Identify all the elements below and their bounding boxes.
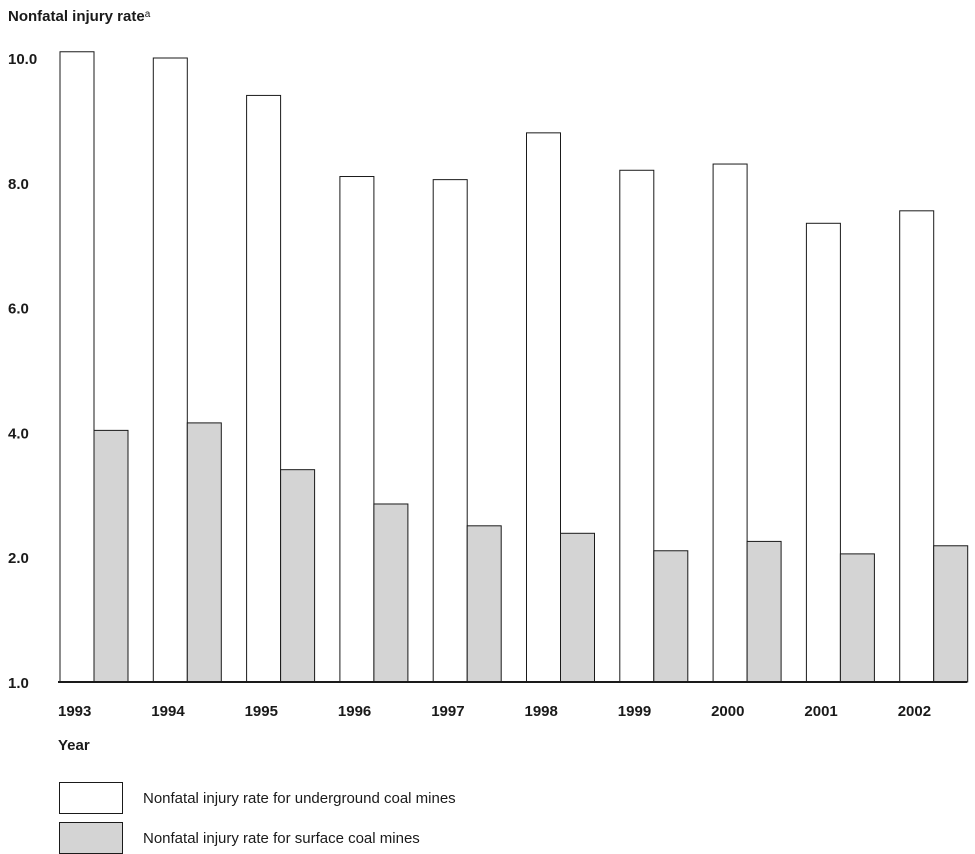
y-axis-title-text: Nonfatal injury rate [8, 8, 145, 25]
bar-underground-2002 [899, 210, 935, 683]
y-tick-label-10.0: 10.0 [8, 51, 37, 68]
bar-surface-1994 [186, 422, 222, 683]
bar-surface-1996 [373, 503, 409, 683]
bar-underground-2000 [712, 163, 748, 683]
y-tick-label-8.0: 8.0 [8, 176, 29, 193]
y-tick-label-4.0: 4.0 [8, 425, 29, 442]
x-tick-label-2000: 2000 [711, 703, 744, 720]
bar-surface-2001 [839, 553, 875, 683]
x-tick-label-1996: 1996 [338, 703, 371, 720]
legend-item-underground: Nonfatal injury rate for underground coa… [59, 782, 659, 814]
legend-label-surface: Nonfatal injury rate for surface coal mi… [143, 830, 420, 847]
bar-surface-1993 [93, 429, 129, 683]
bar-underground-1995 [246, 94, 282, 683]
bar-underground-1997 [432, 179, 468, 683]
bar-underground-1998 [526, 132, 561, 683]
x-tick-label-1995: 1995 [245, 703, 278, 720]
x-tick-label-1998: 1998 [525, 703, 558, 720]
legend-swatch-surface [59, 822, 123, 854]
y-tick-label-6.0: 6.0 [8, 301, 29, 318]
y-axis-title-footnote-marker: a [144, 9, 151, 20]
legend-item-surface: Nonfatal injury rate for surface coal mi… [59, 822, 659, 854]
bar-surface-2000 [746, 540, 782, 683]
bar-underground-1994 [152, 57, 188, 683]
x-tick-label-1993: 1993 [58, 703, 91, 720]
bar-surface-1998 [560, 532, 595, 683]
x-tick-label-2001: 2001 [804, 703, 837, 720]
x-axis-title: Year [58, 737, 90, 754]
bar-underground-1993 [59, 51, 95, 683]
y-axis-title: Nonfatal injury ratea [8, 8, 150, 25]
bar-surface-1995 [280, 469, 316, 683]
bar-chart: 1993 1994 1995 1996 1997 1998 1999 2000 2001 2002… [8, 51, 969, 720]
bar-surface-1999 [653, 550, 689, 683]
y-tick-label-1.0: 1.0 [8, 675, 29, 692]
y-tick-label-2.0: 2.0 [8, 550, 29, 567]
x-tick-label-1997: 1997 [431, 703, 464, 720]
legend-label-underground: Nonfatal injury rate for underground coa… [143, 790, 456, 807]
bar-surface-2002 [933, 545, 969, 683]
bar-underground-1999 [619, 169, 655, 683]
x-tick-label-2002: 2002 [898, 703, 931, 720]
bar-surface-1997 [466, 525, 502, 683]
legend-swatch-underground [59, 782, 123, 814]
x-tick-label-1994: 1994 [151, 703, 185, 720]
bar-underground-1996 [339, 176, 375, 683]
x-tick-label-1999: 1999 [618, 703, 651, 720]
bar-underground-2001 [805, 222, 841, 683]
